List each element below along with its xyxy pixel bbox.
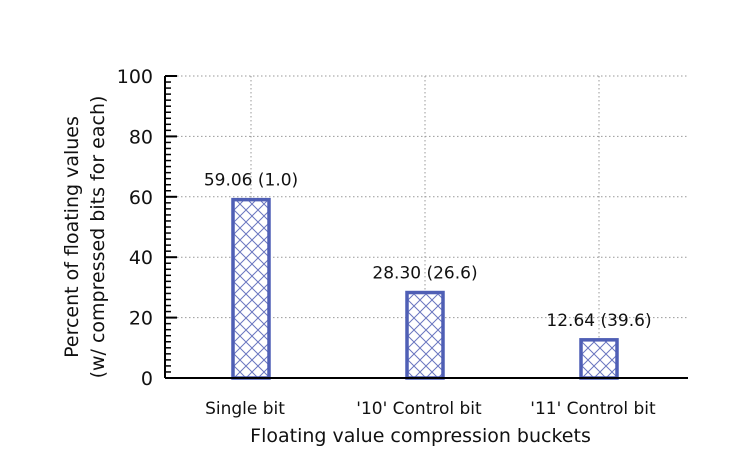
x-category-label: '10' Control bit: [356, 399, 482, 419]
axes: [164, 75, 688, 379]
bar-value-label: 59.06 (1.0): [204, 171, 298, 191]
y-tick-label: 40: [129, 247, 153, 269]
y-tick-label: 0: [141, 368, 153, 390]
y-axis-title-line1: Percent of floating values: [61, 116, 83, 358]
y-tick-label: 20: [129, 308, 153, 330]
x-category-label: Single bit: [205, 399, 285, 419]
y-tick-label: 100: [117, 66, 153, 88]
x-category-label: '11' Control bit: [530, 399, 656, 419]
labels: 0 20 40 60 80 100 59.06 (1.0) 28.30 (26.6) 12.64…: [61, 66, 656, 447]
bar: [579, 338, 619, 380]
bar: [405, 290, 445, 380]
y-tick-label: 80: [129, 126, 153, 148]
bar-value-label: 28.30 (26.6): [372, 264, 477, 284]
bar-value-label: 12.64 (39.6): [546, 311, 651, 331]
y-tick-label: 60: [129, 187, 153, 209]
y-axis-title-line2: (w/ compressed bits for each): [87, 96, 109, 379]
x-axis-title: Floating value compression buckets: [250, 425, 591, 447]
bar: [231, 197, 271, 380]
